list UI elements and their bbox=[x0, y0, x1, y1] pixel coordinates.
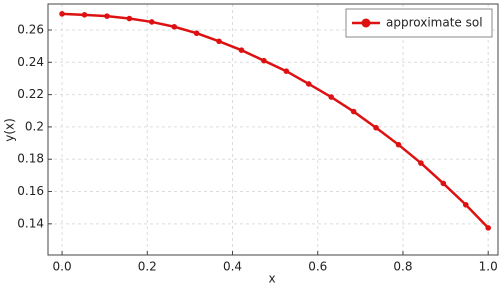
marker bbox=[418, 160, 424, 166]
y-axis-label: y(x) bbox=[3, 118, 17, 142]
marker bbox=[81, 12, 88, 18]
x-tick-label: 0.6 bbox=[308, 260, 327, 274]
x-tick-label: 0.4 bbox=[223, 260, 242, 274]
y-tick-label: 0.18 bbox=[17, 152, 44, 166]
marker bbox=[193, 30, 200, 37]
marker bbox=[395, 141, 402, 148]
marker bbox=[148, 19, 155, 25]
x-tick-label: 1.0 bbox=[479, 260, 498, 274]
legend-label: approximate sol bbox=[386, 16, 483, 30]
y-tick-label: 0.2 bbox=[25, 119, 44, 133]
y-tick-label: 0.22 bbox=[17, 87, 44, 101]
marker bbox=[283, 68, 290, 74]
marker bbox=[171, 23, 178, 30]
marker bbox=[216, 38, 222, 45]
x-tick-label: 0.0 bbox=[53, 260, 72, 274]
marker bbox=[261, 57, 267, 64]
marker bbox=[350, 108, 357, 115]
marker bbox=[485, 225, 491, 231]
marker bbox=[373, 124, 379, 131]
marker bbox=[59, 11, 65, 17]
x-tick-label: 0.8 bbox=[393, 260, 412, 274]
y-tick-label: 0.14 bbox=[17, 216, 44, 230]
x-tick-label: 0.2 bbox=[138, 260, 157, 274]
y-tick-label: 0.16 bbox=[17, 184, 44, 198]
marker bbox=[440, 180, 447, 187]
marker bbox=[305, 81, 312, 87]
legend-marker bbox=[361, 18, 371, 28]
marker bbox=[126, 15, 133, 22]
x-axis-label: x bbox=[268, 272, 275, 285]
legend: approximate sol bbox=[345, 8, 493, 38]
plot-frame bbox=[47, 3, 499, 256]
line bbox=[62, 12, 490, 229]
y-tick-label: 0.26 bbox=[17, 23, 44, 37]
marker bbox=[328, 94, 335, 100]
marker bbox=[462, 201, 469, 208]
marker bbox=[238, 47, 245, 53]
y-tick-label: 0.24 bbox=[17, 55, 44, 69]
marker bbox=[104, 13, 110, 19]
